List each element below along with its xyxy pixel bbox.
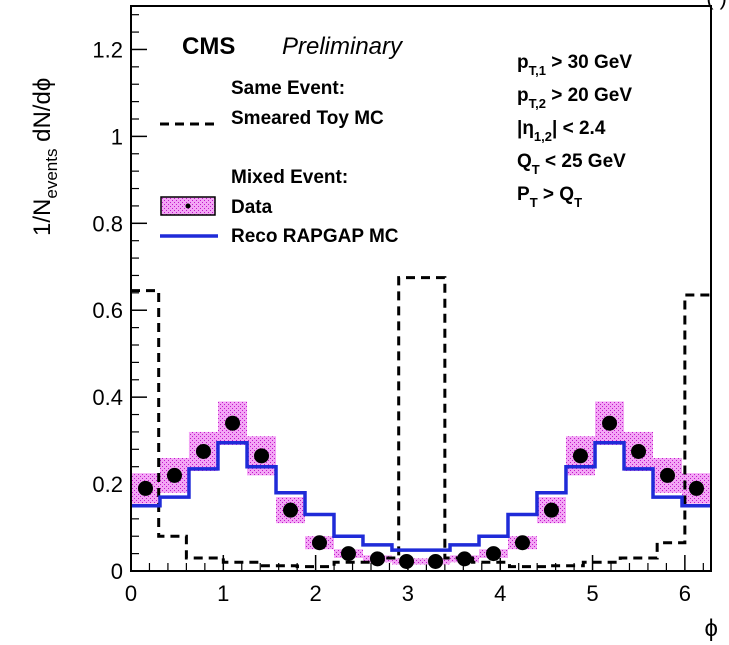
y-tick-label: 0.4 (92, 385, 123, 410)
legend-data-marker (185, 203, 191, 209)
x-tick-label: 3 (402, 581, 414, 606)
data-point (254, 448, 270, 464)
cut-label: PT > QT (517, 184, 582, 210)
data-point (572, 448, 588, 464)
data-point (688, 480, 704, 496)
y-tick-label: 0.8 (92, 211, 123, 236)
data-point (428, 553, 444, 569)
data-point (543, 502, 559, 518)
cut-label: QT < 25 GeV (517, 151, 626, 177)
cms-label: CMS (182, 33, 235, 60)
data-points (137, 415, 704, 569)
data-uncertainty-bands (131, 401, 711, 565)
y-tick-labels: 0 0.2 0.4 0.6 0.8 1 1.2 (92, 37, 123, 584)
legend-mixed-event-heading: Mixed Event: (231, 167, 348, 188)
y-axis-title: 1/Nevents dN/dϕ (29, 78, 61, 236)
data-point (660, 467, 676, 483)
y-tick-label: 0 (111, 559, 123, 584)
y-tick-label: 0.6 (92, 298, 123, 323)
data-point (137, 480, 153, 496)
legend-toy-mc-label: Smeared Toy MC (231, 108, 384, 129)
data-point (399, 553, 415, 569)
cut-label: |η1,2| < 2.4 (517, 118, 606, 144)
x-tick-label: 4 (494, 581, 506, 606)
data-point (311, 535, 327, 551)
data-point (369, 551, 385, 567)
reco-mc-step-line (131, 441, 711, 552)
legend-same-event-heading: Same Event: (231, 78, 345, 99)
data-point (602, 415, 618, 431)
toy-mc-step-line (131, 276, 711, 569)
x-tick-label: 1 (217, 581, 229, 606)
x-tick-label: 2 (309, 581, 321, 606)
legend-reco-mc-label: Reco RAPGAP MC (231, 226, 399, 247)
kinematic-cuts: pT,1 > 30 GeV pT,2 > 20 GeV |η1,2| < 2.4 QT… (517, 52, 632, 210)
plot-frame (130, 5, 712, 572)
data-point (166, 467, 182, 483)
x-tick-label: 0 (125, 581, 137, 606)
y-tick-label: 0.2 (92, 472, 123, 497)
legend: Same Event: Smeared Toy MC Mixed Event: … (160, 78, 399, 247)
x-tick-label: 5 (586, 581, 598, 606)
data-point (486, 546, 501, 562)
data-point (195, 443, 211, 459)
data-point (631, 443, 647, 459)
data-point (340, 546, 356, 562)
legend-data-label: Data (231, 197, 273, 218)
preliminary-label: Preliminary (282, 33, 404, 60)
data-point (283, 502, 299, 518)
data-point (225, 415, 241, 431)
clipped-header-text: ( ) (706, 0, 727, 10)
x-tick-labels: 0 1 2 3 4 5 6 (125, 581, 691, 606)
y-tick-label: 1 (111, 124, 123, 149)
data-point (457, 551, 473, 567)
histogram-lines (131, 276, 711, 569)
cut-label: pT,2 > 20 GeV (517, 85, 632, 111)
data-point (514, 535, 530, 551)
cut-label: pT,1 > 30 GeV (517, 52, 632, 78)
y-tick-label: 1.2 (92, 37, 123, 62)
x-tick-label: 6 (679, 581, 691, 606)
x-axis-title: ϕ (705, 615, 718, 642)
